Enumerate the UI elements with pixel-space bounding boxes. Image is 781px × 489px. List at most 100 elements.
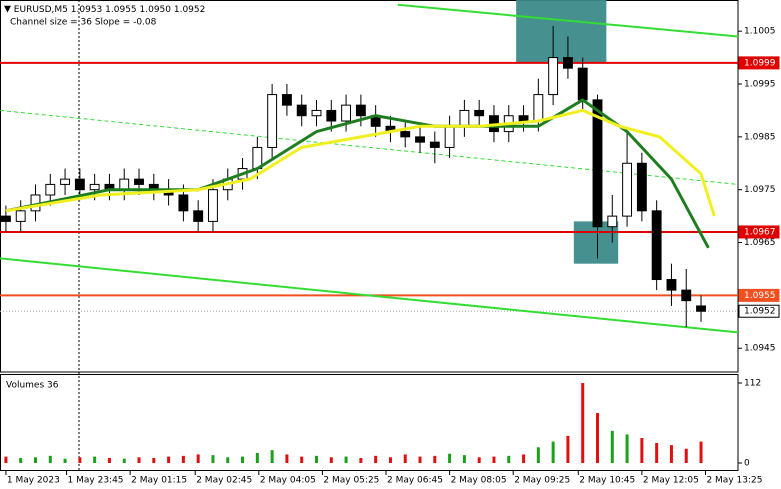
volume-bar [448,453,452,463]
candle-body [45,183,56,196]
candle-body [74,178,85,191]
candle-body [459,109,470,127]
x-tick-label: 2 May 13:25 [706,476,762,486]
y-tick-label: 1.0995 [744,80,776,90]
volume-bar [359,458,363,463]
x-tick-label: 1 May 2023 [7,476,60,486]
volume-bar [374,455,378,463]
volume-bar [418,456,422,463]
zone [516,0,607,63]
volume-bar [137,457,141,463]
candle-body [592,99,603,228]
volume-bar [433,455,437,463]
candle-body [415,136,425,143]
candle-body [474,109,485,117]
x-tick-label: 1 May 23:45 [68,476,124,486]
candle-body [326,109,337,122]
level-label: 1.0999 [744,58,776,68]
volume-tick-label: 0 [744,459,750,469]
y-tick-label: 1.0945 [744,344,776,354]
volume-bar [211,455,215,463]
candle-body [134,178,144,185]
volume-bar [551,441,555,463]
zone [573,221,619,264]
candle-body [341,104,352,122]
level-label-box [738,304,780,318]
volume-bar [536,447,540,463]
volume-bar [48,455,52,463]
x-tick-label: 2 May 01:15 [131,476,187,486]
volume-bar [314,455,318,463]
indicator-line [0,109,738,185]
level-label: 1.0952 [744,307,776,317]
candle-body [281,94,292,106]
volume-bar [684,448,688,463]
level-label-box [738,56,780,70]
candle-body [208,189,218,222]
volume-bar [255,453,259,463]
candle-body [355,104,366,117]
y-tick-label: 1.0975 [744,185,776,195]
volume-bar [4,456,8,463]
level-label: 1.0967 [744,227,776,237]
candle-body [0,215,11,222]
axes: 1.1005 1.0995 1.0985 1.0975 1.0965 1.0945 1.09… [5,27,780,486]
candle-body [651,210,662,281]
candle-body [60,178,71,185]
candle-body [429,141,440,148]
candle-body [119,178,130,191]
volume-bar [167,456,171,463]
volume-bar [181,455,185,463]
quote: 1.0953 1.0955 1.0950 1.0952 [71,5,206,15]
volume-bar [699,441,703,463]
volume-bar [507,455,511,463]
candle-body [562,57,573,69]
volume-title: Volumes 36 [6,381,59,391]
volume-bar [78,457,82,463]
volume-bar [285,454,289,463]
level-label-box [738,288,780,302]
volume-panel [0,374,739,471]
volume-bar [403,454,407,463]
volume-bar [581,383,585,463]
indicator-line [0,257,738,334]
candle-body [267,94,278,148]
indicator-line [397,3,738,38]
x-tick-label: 2 May 10:45 [579,476,635,486]
candle-body [577,67,588,101]
volume-bar [640,438,644,463]
candle-body [666,279,677,291]
candle-body [696,305,706,312]
y-tick-label: 1.0965 [744,238,776,248]
candle-body [296,104,307,117]
level-label-box [738,225,780,239]
candle-body [681,289,692,302]
x-tick-label: 2 May 12:05 [643,476,699,486]
candle-body [89,183,100,191]
x-tick-label: 2 May 04:05 [260,476,316,486]
candle-body [533,94,544,122]
volume-bar [19,458,23,463]
candle-body [518,115,529,122]
volume-bar [33,457,37,463]
volume-bar [196,454,200,463]
volume-bar [63,458,67,463]
volume-tick-label: 112 [744,379,761,389]
indicator: Channel size = 36 Slope = -0.08 [10,18,157,28]
volume-bar [329,457,333,463]
volume-bar [610,430,614,463]
volume-bar [270,450,274,463]
volume-bar [669,445,673,463]
candle-body [193,210,204,222]
volume-bar [226,457,230,463]
volume-bar [595,413,599,463]
volume-bar [122,458,126,463]
volume-bar [300,456,304,463]
candle-body [15,210,26,222]
symbol-text: EURUSD,M5 [14,5,68,15]
plot [0,0,738,334]
candle-body [622,162,633,217]
candle-body [400,131,411,138]
candle-body [636,162,647,212]
